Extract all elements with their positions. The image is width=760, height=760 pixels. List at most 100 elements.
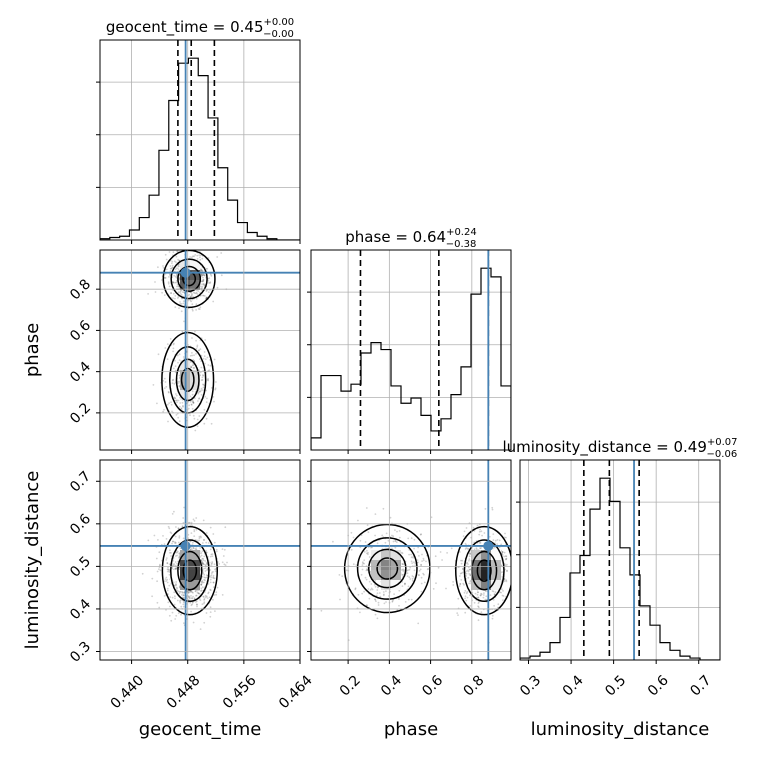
sample-point [202,384,205,386]
sample-point [208,277,211,280]
sample-point [465,547,468,549]
sample-point [411,577,414,580]
density-cell [190,580,200,590]
sample-point [488,535,491,538]
sample-point [412,556,414,559]
sample-point [189,256,192,258]
sample-point [409,566,412,569]
sample-point [506,563,508,566]
density-cell [471,550,481,560]
sample-point [383,593,385,596]
sample-point [204,579,207,582]
sample-point [199,535,202,538]
sample-point [178,405,181,408]
sample-point [179,601,182,604]
sample-point [199,306,202,309]
sample-point [192,402,195,404]
sample-point [202,280,204,283]
sample-point [200,583,203,586]
sample-point [165,609,167,611]
sample-point [365,552,368,555]
title-sub: −0.06 [707,449,738,460]
sample-point [161,291,164,294]
sample-point [205,389,208,392]
sample-point [167,568,170,571]
sample-point [430,516,433,519]
sample-point [207,592,210,595]
density-cell [391,560,401,570]
sample-point [172,251,175,254]
sample-point [202,279,205,281]
sample-point [469,594,471,597]
sample-point [494,539,497,542]
sample-point [175,261,177,264]
sample-point [485,595,488,598]
sample-point [180,407,183,409]
sample-point [489,594,492,596]
sample-point [200,360,203,363]
sample-point [175,274,178,277]
sample-point [417,574,420,576]
sample-point [190,597,193,599]
sample-point [363,562,365,565]
sample-point [193,535,196,537]
x-tick-label: 0.4 [560,672,587,699]
sample-point [367,588,370,590]
sample-point [181,291,184,293]
sample-point [406,572,409,575]
sample-point [213,577,216,580]
sample-point [195,309,198,311]
sample-point [169,605,171,608]
x-tick-label: 0.464 [276,672,316,712]
density-cell [371,550,381,560]
sample-point [500,543,503,546]
sample-point [368,556,371,558]
sample-point [401,569,403,571]
sample-point [201,257,204,260]
sample-point [357,593,360,596]
sample-point [165,268,168,271]
sample-point [176,267,178,270]
sample-point [480,592,482,595]
sample-point [465,592,468,595]
sample-point [151,595,154,598]
sample-point [190,300,193,303]
sample-point [410,553,412,556]
sample-point [205,595,208,598]
sample-point [174,359,176,362]
sample-point [473,548,476,551]
sample-point [199,599,202,602]
sample-point [200,590,202,592]
sample-point [479,594,482,596]
sample-point [176,599,179,602]
sample-point [195,594,198,597]
x-tick-label: 0.4 [378,672,405,699]
panel-frame-1-0 [99,249,301,451]
sample-point [155,557,158,560]
sample-point [469,574,472,576]
x-axis-label-geocent_time: geocent_time [139,719,262,740]
sample-point [473,601,476,604]
sample-point [392,540,395,543]
sample-point [197,290,200,292]
sample-point [210,576,213,579]
sample-point [204,570,207,572]
sample-point [210,422,213,425]
sample-point [178,552,181,555]
sample-point [214,388,217,391]
sample-point [491,508,494,511]
sample-point [367,531,370,534]
sample-point [201,273,203,276]
sample-point [200,274,203,277]
sample-point [193,417,196,420]
y-tick-label: 0.6 [67,511,94,538]
sample-point [198,358,201,360]
sample-point [476,591,479,593]
sample-point [147,539,150,542]
sample-point [170,292,173,294]
sample-point [204,567,207,570]
sample-point [174,597,176,600]
sample-point [176,250,179,253]
sample-point [468,559,470,562]
sample-point [173,274,176,277]
